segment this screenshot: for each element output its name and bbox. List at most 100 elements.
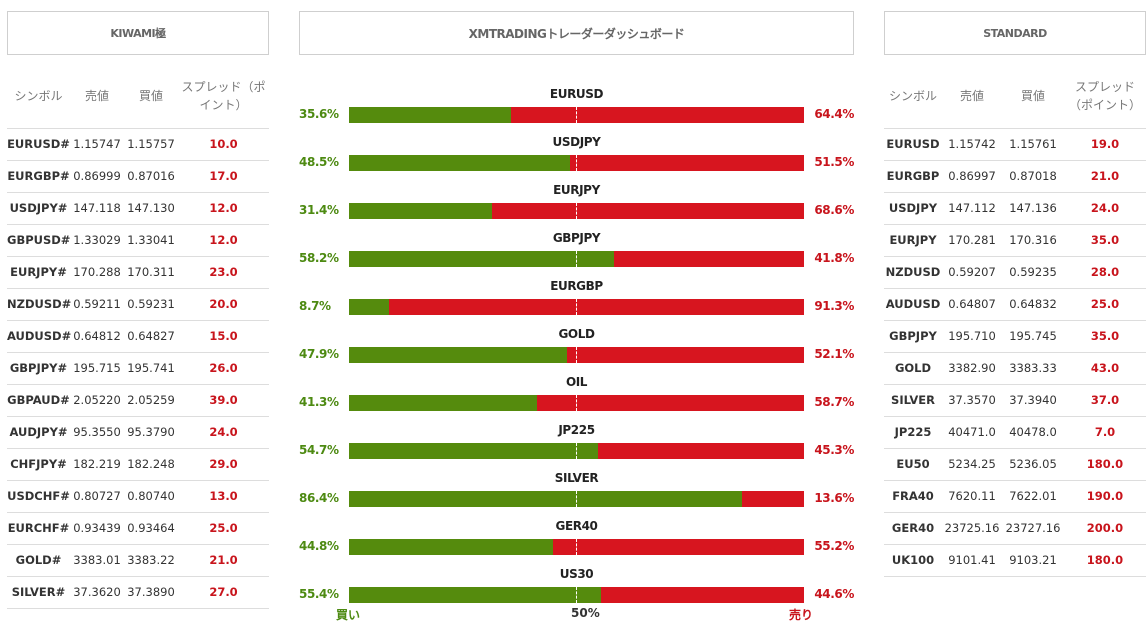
sentiment-row: GOLD 47.9% 52.1%	[299, 327, 854, 375]
table-row[interactable]: GBPJPY 195.710 195.745 35.0	[884, 319, 1146, 352]
ask-cell: 7622.01	[1002, 479, 1064, 512]
spread-cell: 180.0	[1064, 447, 1146, 480]
ask-cell: 170.316	[1002, 223, 1064, 256]
bid-cell: 0.80727	[70, 479, 124, 512]
table-row[interactable]: GOLD# 3383.01 3383.22 21.0	[7, 543, 269, 576]
ask-cell: 23727.16	[1002, 511, 1064, 544]
spread-cell: 35.0	[1064, 223, 1146, 256]
sell-percentage: 91.3%	[814, 299, 854, 313]
standard-spread-table: シンボル 売値 買値 スプレッド（ポイント） EURUSD 1.15742 1.15…	[884, 64, 1146, 577]
table-row[interactable]: FRA40 7620.11 7622.01 190.0	[884, 479, 1146, 512]
sentiment-bar-track	[349, 347, 804, 363]
sentiment-bar-track	[349, 491, 804, 507]
spread-cell: 24.0	[178, 415, 269, 448]
bid-cell: 1.15742	[942, 127, 1002, 160]
sentiment-bar-buy-fill	[349, 299, 389, 315]
sentiment-bar-midline	[576, 347, 577, 363]
symbol-cell: SILVER	[884, 383, 942, 416]
spread-cell: 37.0	[1064, 383, 1146, 416]
symbol-cell: UK100	[884, 543, 942, 577]
sentiment-row: EURJPY 31.4% 68.6%	[299, 183, 854, 231]
spread-cell: 7.0	[1064, 415, 1146, 448]
symbol-cell: GOLD#	[7, 543, 70, 576]
bid-cell: 195.710	[942, 319, 1002, 352]
table-row[interactable]: EU50 5234.25 5236.05 180.0	[884, 447, 1146, 480]
ask-cell: 0.93464	[124, 511, 178, 544]
sentiment-bar-buy-fill	[349, 251, 614, 267]
table-row[interactable]: GBPJPY# 195.715 195.741 26.0	[7, 351, 269, 384]
sentiment-bar-midline	[576, 251, 577, 267]
ask-cell: 0.59231	[124, 287, 178, 320]
sentiment-bar-midline	[576, 203, 577, 219]
bid-cell: 0.86997	[942, 159, 1002, 192]
bid-cell: 9101.41	[942, 543, 1002, 577]
ask-cell: 1.15761	[1002, 127, 1064, 160]
buy-percentage: 55.4%	[299, 587, 339, 601]
sentiment-row: GBPJPY 58.2% 41.8%	[299, 231, 854, 279]
column-header-symbol: シンボル	[14, 88, 63, 103]
table-row[interactable]: NZDUSD 0.59207 0.59235 28.0	[884, 255, 1146, 288]
tab-trader-dashboard[interactable]: XMTRADINGトレーダーダッシュボード	[299, 11, 854, 55]
table-row[interactable]: GOLD 3382.90 3383.33 43.0	[884, 351, 1146, 384]
table-row[interactable]: USDJPY 147.112 147.136 24.0	[884, 191, 1146, 224]
ask-cell: 0.87016	[124, 159, 178, 192]
table-row[interactable]: SILVER 37.3570 37.3940 37.0	[884, 383, 1146, 416]
table-row[interactable]: GBPUSD# 1.33029 1.33041 12.0	[7, 223, 269, 256]
bid-cell: 147.112	[942, 191, 1002, 224]
bid-cell: 0.59207	[942, 255, 1002, 288]
buy-percentage: 54.7%	[299, 443, 339, 457]
symbol-cell: USDJPY	[884, 191, 942, 224]
sentiment-symbol: OIL	[565, 375, 588, 389]
ask-cell: 9103.21	[1002, 543, 1064, 577]
table-row[interactable]: CHFJPY# 182.219 182.248 29.0	[7, 447, 269, 480]
column-header-symbol: シンボル	[888, 88, 937, 103]
spread-cell: 180.0	[1064, 543, 1146, 577]
ask-cell: 0.87018	[1002, 159, 1064, 192]
bid-cell: 5234.25	[942, 447, 1002, 480]
buy-percentage: 31.4%	[299, 203, 339, 217]
ask-cell: 170.311	[124, 255, 178, 288]
ask-cell: 182.248	[124, 447, 178, 480]
ask-cell: 5236.05	[1002, 447, 1064, 480]
bid-cell: 147.118	[70, 191, 124, 224]
table-row[interactable]: NZDUSD# 0.59211 0.59231 20.0	[7, 287, 269, 320]
buy-percentage: 8.7%	[299, 299, 331, 313]
table-row[interactable]: AUDJPY# 95.3550 95.3790 24.0	[7, 415, 269, 448]
symbol-cell: EURUSD#	[7, 127, 70, 160]
sentiment-bar-midline	[576, 155, 577, 171]
table-row[interactable]: GER40 23725.16 23727.16 200.0	[884, 511, 1146, 544]
bid-cell: 170.281	[942, 223, 1002, 256]
table-row[interactable]: EURJPY# 170.288 170.311 23.0	[7, 255, 269, 288]
table-row[interactable]: GBPAUD# 2.05220 2.05259 39.0	[7, 383, 269, 416]
bid-cell: 40471.0	[942, 415, 1002, 448]
symbol-cell: GBPUSD#	[7, 223, 70, 256]
sentiment-bar-midline	[576, 395, 577, 411]
table-row[interactable]: USDJPY# 147.118 147.130 12.0	[7, 191, 269, 224]
table-row[interactable]: USDCHF# 0.80727 0.80740 13.0	[7, 479, 269, 512]
table-row[interactable]: EURUSD# 1.15747 1.15757 10.0	[7, 127, 269, 160]
sentiment-symbol: EURGBP	[550, 279, 603, 293]
spread-cell: 12.0	[178, 223, 269, 256]
tab-standard[interactable]: STANDARD	[884, 11, 1146, 55]
table-row[interactable]: EURUSD 1.15742 1.15761 19.0	[884, 127, 1146, 160]
symbol-cell: USDJPY#	[7, 191, 70, 224]
table-row[interactable]: AUDUSD 0.64807 0.64832 25.0	[884, 287, 1146, 320]
table-row[interactable]: EURJPY 170.281 170.316 35.0	[884, 223, 1146, 256]
spread-cell: 12.0	[178, 191, 269, 224]
sentiment-symbol: GBPJPY	[552, 231, 601, 245]
table-row[interactable]: EURGBP# 0.86999 0.87016 17.0	[7, 159, 269, 192]
spread-cell: 28.0	[1064, 255, 1146, 288]
tab-kiwami[interactable]: KIWAMI極	[7, 11, 269, 55]
symbol-cell: EURJPY	[884, 223, 942, 256]
symbol-cell: GBPAUD#	[7, 383, 70, 416]
symbol-cell: GER40	[884, 511, 942, 544]
table-row[interactable]: EURCHF# 0.93439 0.93464 25.0	[7, 511, 269, 544]
table-row[interactable]: JP225 40471.0 40478.0 7.0	[884, 415, 1146, 448]
table-row[interactable]: AUDUSD# 0.64812 0.64827 15.0	[7, 319, 269, 352]
table-row[interactable]: SILVER# 37.3620 37.3890 27.0	[7, 575, 269, 609]
symbol-cell: EURJPY#	[7, 255, 70, 288]
spread-cell: 190.0	[1064, 479, 1146, 512]
table-row[interactable]: UK100 9101.41 9103.21 180.0	[884, 543, 1146, 577]
ask-cell: 3383.22	[124, 543, 178, 576]
table-row[interactable]: EURGBP 0.86997 0.87018 21.0	[884, 159, 1146, 192]
